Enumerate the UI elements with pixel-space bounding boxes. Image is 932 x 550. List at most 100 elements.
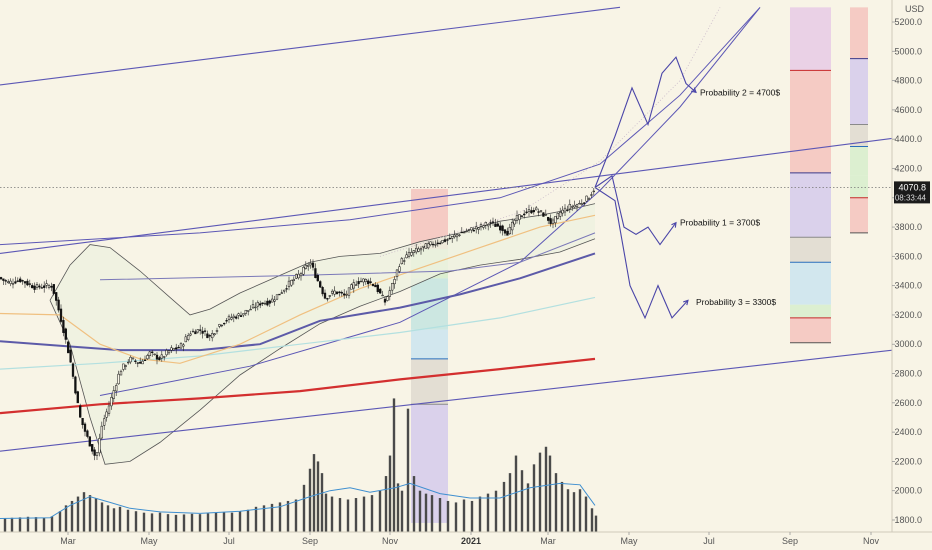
scenario-arrowhead [683,299,689,306]
candle-body [335,291,339,295]
candle-body [374,284,377,288]
volume-bar [384,476,388,532]
volume-bar [58,511,62,532]
volume-bar [572,492,576,532]
candle-body [91,444,94,452]
candle-body [136,362,139,364]
candle-body [403,260,406,262]
candle-body [364,279,367,282]
volume-bar [370,495,374,532]
candle-body [393,279,396,285]
candle-body [14,281,17,284]
volume-bar [18,517,22,532]
candle-body [98,438,101,454]
candle-body [160,354,163,359]
ma-cyan-line [0,296,596,370]
candle-body [191,330,195,333]
candle-body [424,243,427,249]
candle-body [146,355,149,360]
candle-body [587,198,591,200]
candle-body [583,202,586,204]
candle-body [484,222,487,226]
time-tick-label: Sep [782,536,798,546]
candle-body [100,425,103,439]
candle-body [134,360,137,362]
volume-bar [538,452,542,532]
candle-body [23,281,27,284]
candle-body [290,280,293,286]
candle-body [575,204,579,207]
candle-body [451,236,454,239]
price-tick-label: 2200.0 [894,456,922,466]
volume-bar [454,502,458,532]
candle-body [585,195,588,202]
volume-bar [70,500,74,532]
candle-body [381,294,384,297]
volume-bar [494,490,498,532]
candle-body [38,285,41,288]
time-tick-label: Nov [863,536,880,546]
candle-body [429,241,432,245]
candle-body [139,361,142,364]
volume-bar [302,484,306,532]
candle-body [199,329,202,331]
volume-bar [548,455,552,532]
candle-body [501,225,504,232]
candle-body [491,221,495,223]
ma-blue-line [0,252,596,352]
volume-bar [26,516,30,532]
candle-body [271,298,274,303]
candle-body [508,227,511,235]
candle-body [520,215,523,217]
candle-body [235,316,238,319]
candle-body [11,283,15,285]
candle-body [4,280,7,282]
candle-body [278,293,281,296]
candle-body [33,285,36,290]
candle-body [21,280,24,282]
candle-body [184,336,187,343]
candle-body [237,313,240,316]
candle-body [561,209,564,214]
candle-body [93,449,96,456]
candle-body [333,290,336,295]
time-tick-label: Mar [540,536,556,546]
candle-body [343,293,346,296]
candle-body [422,245,425,248]
price-tick-label: 3400.0 [894,281,922,291]
candle-body [124,365,127,367]
scenario-path [594,187,689,320]
candle-body [256,302,259,307]
candle-body [50,285,53,288]
volume-bar [190,513,194,532]
projection-band [850,58,868,125]
volume-bar [142,512,146,532]
volume-bar [486,493,490,532]
candle-body [525,211,528,214]
time-tick-label: Mar [60,536,76,546]
candle-body [302,267,305,275]
candle-body [319,281,322,288]
candle-body [254,306,257,309]
candle-body [115,385,118,392]
candle-body [405,254,408,259]
volume-bar [462,499,466,532]
time-tick-label: Nov [382,536,399,546]
volume-bar [34,517,38,532]
volume-bar [308,468,312,532]
candle-body [316,274,319,282]
volume-bar [554,473,558,532]
candle-body [489,222,492,224]
volume-bar [198,514,202,532]
candle-body [287,280,291,288]
candle-body [203,330,207,332]
candle-body [223,322,226,325]
volume-bar [106,505,110,532]
candle-body [208,335,211,337]
candle-body [551,219,555,224]
candle-body [2,278,5,281]
candle-body [479,224,483,227]
candle-body [206,333,209,339]
volume-bar [3,518,7,532]
